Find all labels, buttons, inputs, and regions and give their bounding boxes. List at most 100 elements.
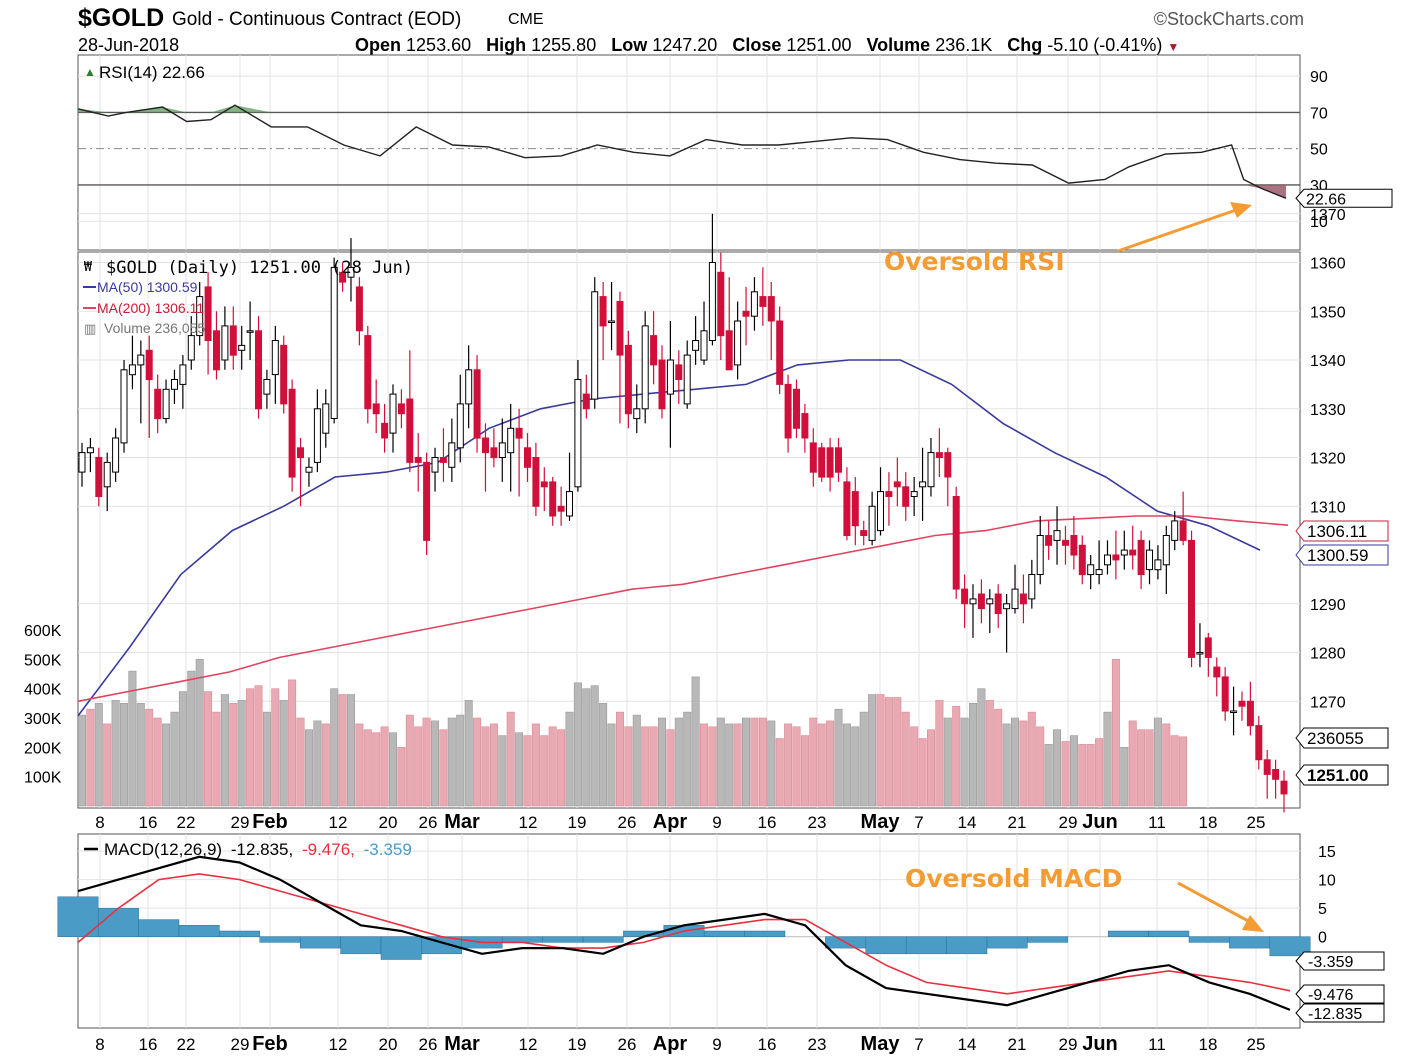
candle-body (515, 427, 523, 439)
macd-histogram-bar (299, 936, 341, 949)
candle-body (78, 452, 86, 473)
high-label: High (486, 35, 527, 55)
candle-body (809, 442, 817, 473)
candle-body (1129, 549, 1137, 556)
volume-bar (473, 717, 482, 807)
macd-histogram-bar (1027, 936, 1069, 943)
volume-bar (162, 723, 171, 807)
candle-body (187, 335, 195, 361)
high-value: 1255.80 (531, 35, 597, 55)
candle-body (389, 393, 397, 434)
candle-body (1078, 544, 1086, 576)
volume-bar (624, 726, 633, 807)
price-tick-label: 1350 (1310, 304, 1346, 321)
candle-body (372, 403, 380, 415)
candle-body (221, 325, 229, 361)
volume-bar (1162, 723, 1171, 807)
candle-body (423, 461, 431, 541)
candle-body (145, 349, 153, 381)
volume-bar (128, 670, 137, 807)
volume-bar (1036, 726, 1045, 807)
volume-bar (195, 658, 204, 807)
volume-bar (1095, 738, 1104, 807)
candle-body (431, 457, 439, 473)
x-axis-month-label: May (861, 1033, 901, 1055)
candle-body (784, 383, 792, 439)
candle-body (532, 457, 540, 507)
volume-bar (153, 717, 162, 807)
x-axis-day-label: 19 (568, 813, 587, 832)
candle-body (666, 359, 674, 395)
description: Gold - Continuous Contract (EOD) (172, 9, 462, 30)
volume-bar (1103, 711, 1112, 807)
candle-body (263, 379, 271, 395)
annotation-oversold-rsi: Oversold RSI (884, 247, 1065, 276)
macd-legend-name: MACD(12,26,9) (104, 840, 222, 859)
candle-body (355, 286, 363, 332)
volume-bar (733, 723, 742, 807)
x-axis-month-label: May (861, 811, 901, 833)
candle-body (540, 481, 548, 488)
volume-bar (750, 717, 759, 807)
candle-body (919, 481, 927, 488)
brand[interactable]: ©StockCharts.com (1153, 9, 1304, 29)
volume-bar (397, 746, 406, 807)
candle-body (708, 262, 716, 341)
price-tick-label: 1270 (1310, 694, 1346, 711)
x-axis-day-label: 7 (914, 813, 923, 832)
volume-bar (313, 720, 322, 807)
candle-body (364, 335, 372, 410)
candle-body (414, 457, 422, 463)
macd-histogram-bar (1229, 936, 1271, 949)
macd-signal-value-label: -9.476 (1308, 987, 1353, 1004)
volume-bar (321, 723, 330, 807)
symbol: $GOLD (78, 4, 165, 32)
ma50-legend: MA(50) 1300.59 (97, 279, 198, 295)
macd-histogram-bar (380, 936, 422, 960)
volume-bar (1179, 736, 1188, 807)
candle-body (566, 491, 573, 517)
candle-body (246, 330, 254, 333)
x-axis-day-label: 9 (712, 813, 721, 832)
candle-body (759, 296, 767, 307)
ma50-value-label-box (1295, 544, 1389, 566)
price-tick-label: 1310 (1310, 499, 1346, 516)
volume-bar (1019, 720, 1028, 807)
volume-bar (1044, 744, 1053, 807)
volume-bar (372, 732, 381, 807)
volume-bar (464, 700, 473, 807)
candle-body (330, 266, 338, 419)
macd-hist-value-label: -3.359 (1308, 954, 1353, 971)
volume-bar (439, 729, 448, 807)
annotation-rsi-arrowhead (1230, 202, 1252, 218)
macd-tick-label: 10 (1318, 873, 1336, 890)
volume-bar (422, 717, 431, 807)
candle-body (776, 320, 784, 385)
candle-body (456, 403, 464, 449)
candle-body (179, 364, 187, 385)
volume-bar (447, 717, 456, 807)
x-axis-day-label: 18 (1199, 1035, 1218, 1054)
candle-body (549, 481, 557, 517)
chg-label: Chg (1007, 35, 1043, 55)
volume-bar (1002, 723, 1011, 807)
price-legend: $GOLD (Daily) 1251.00 (28 Jun) (106, 258, 413, 278)
candle-body (818, 447, 826, 478)
volume-bar (363, 729, 372, 807)
x-axis-day-label: 8 (95, 1035, 104, 1054)
volume-bar (338, 694, 347, 807)
volume-bar (666, 729, 675, 807)
price-tick-label: 1280 (1310, 646, 1346, 663)
volume-bar (170, 711, 179, 807)
volume-bar (1120, 746, 1129, 807)
x-axis-day-label: 8 (95, 813, 104, 832)
volume-bar (1053, 729, 1062, 807)
candle-body (1154, 559, 1162, 571)
x-axis-day-label: 12 (519, 813, 538, 832)
x-axis-day-label: 26 (618, 813, 637, 832)
x-axis-month-label: Mar (444, 811, 480, 833)
candle-body (608, 320, 616, 323)
volume-bar (918, 738, 927, 807)
volume-bar (78, 714, 87, 807)
